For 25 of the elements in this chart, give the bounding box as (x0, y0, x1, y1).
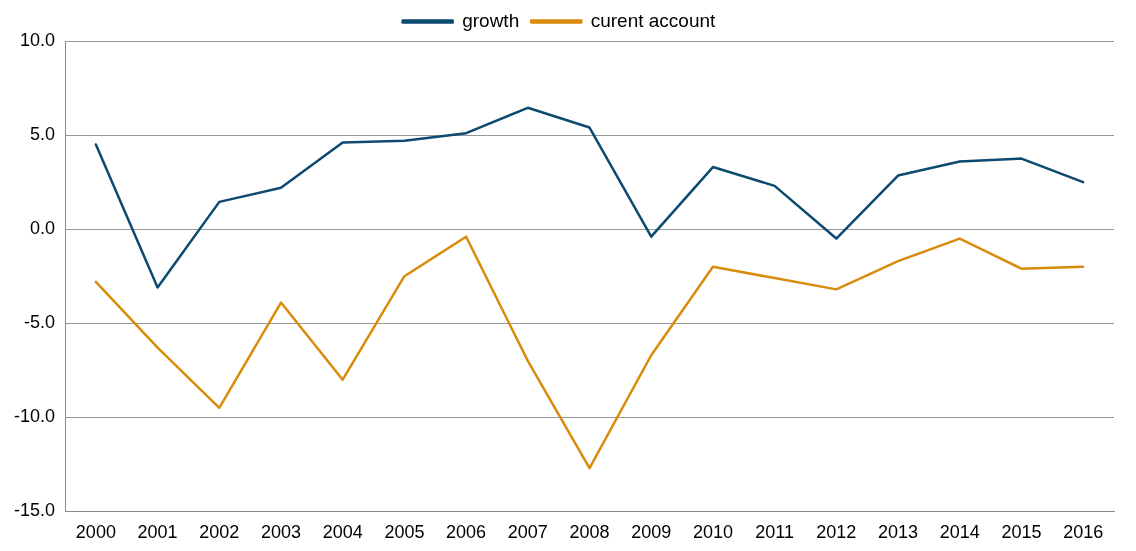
x-tick-label: 2007 (507, 522, 548, 543)
y-tick-label: -15.0 (14, 500, 56, 521)
x-tick-label: 2012 (816, 522, 857, 543)
x-tick-label: 2016 (1063, 522, 1104, 543)
x-tick-label: 2008 (569, 522, 610, 543)
x-tick-label: 2001 (137, 522, 178, 543)
legend-label: growth (462, 9, 520, 31)
y-tick-label: -5.0 (24, 312, 56, 333)
y-tick-label: 5.0 (30, 124, 56, 145)
x-tick-label: 2003 (260, 522, 302, 543)
x-tick-label: 2002 (199, 522, 240, 543)
x-tick-label: 2005 (384, 522, 425, 543)
x-tick-label: 2013 (878, 522, 919, 543)
x-tick-label: 2015 (1001, 522, 1042, 543)
x-tick-label: 2011 (755, 522, 794, 543)
x-tick-label: 2006 (446, 522, 487, 543)
y-tick-label: -10.0 (14, 406, 56, 427)
x-tick-label: 2000 (75, 522, 116, 543)
x-tick-label: 2010 (692, 522, 733, 543)
legend-label: curent account (590, 9, 717, 31)
x-tick-label: 2009 (631, 522, 672, 543)
x-tick-label: 2014 (939, 522, 980, 543)
y-tick-label: 10.0 (19, 29, 56, 50)
x-tick-label: 2004 (322, 522, 363, 543)
y-tick-label: 0.0 (30, 218, 56, 239)
